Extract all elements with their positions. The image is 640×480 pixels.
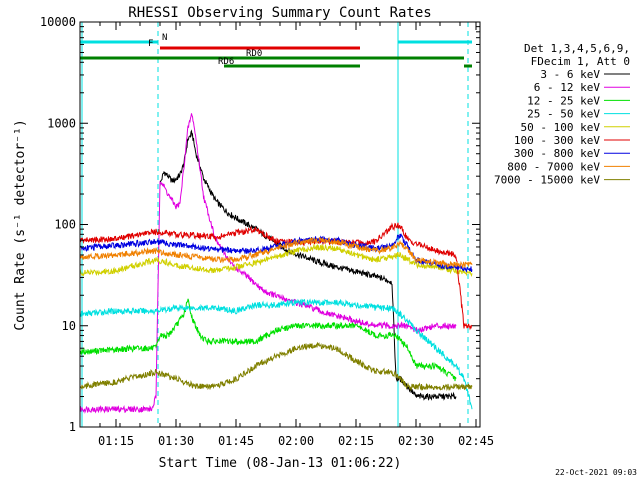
x-tick-label-7: 02:45	[458, 434, 494, 448]
legend-label-1: 3 - 6 keV	[540, 68, 600, 81]
x-tick-label-5: 02:15	[338, 434, 374, 448]
legend: Det 1,3,4,5,6,9, FDecim 1, Att 0 3 - 6 k…	[494, 42, 630, 187]
series-line-3	[79, 298, 457, 382]
legend-label-4: 25 - 50 keV	[527, 108, 600, 121]
x-tick-label-1: 01:15	[98, 434, 134, 448]
y-tick-label-5: 10000	[40, 15, 76, 29]
legend-label-7: 300 - 800 keV	[514, 147, 600, 160]
series-line-1	[159, 129, 457, 401]
series-line-9	[79, 341, 473, 392]
legend-header-line-1: Det 1,3,4,5,6,9,	[524, 42, 630, 55]
legend-label-9: 7000 - 15000 keV	[494, 174, 600, 187]
y-tick-label-4: 1000	[47, 116, 76, 130]
flag-label-n: N	[162, 33, 167, 43]
series-line-2	[79, 113, 457, 414]
series-line-8	[79, 236, 473, 269]
series-line-5	[79, 243, 473, 278]
legend-header-line-2: FDecim 1, Att 0	[531, 55, 630, 68]
series-line-4	[79, 298, 473, 410]
y-tick-label-1: 1	[69, 420, 76, 434]
flag-label-f: F	[148, 39, 153, 49]
x-tick-label-2: 01:30	[158, 434, 194, 448]
x-axis-label: Start Time (08-Jan-13 01:06:22)	[159, 456, 402, 471]
timestamp: 22-Oct-2021 09:03	[555, 468, 637, 477]
chart-title: RHESSI Observing Summary Count Rates	[128, 5, 431, 21]
flag-label-rd0: RD0	[246, 49, 262, 59]
series-line-6	[79, 222, 473, 331]
flag-label-rd6: RD6	[218, 57, 234, 67]
y-tick-label-3: 100	[54, 218, 76, 232]
legend-label-3: 12 - 25 keV	[527, 94, 600, 107]
y-tick-label-2: 10	[62, 319, 76, 333]
legend-label-8: 800 - 7000 keV	[507, 160, 600, 173]
legend-label-2: 6 - 12 keV	[534, 81, 601, 94]
x-tick-label-6: 02:30	[398, 434, 434, 448]
x-tick-label-4: 02:00	[278, 434, 314, 448]
series-line-7	[79, 233, 473, 273]
y-axis-label: Count Rate (s⁻¹ detector⁻¹)	[13, 119, 28, 330]
legend-label-6: 100 - 300 keV	[514, 134, 600, 147]
legend-label-5: 50 - 100 keV	[521, 121, 601, 134]
x-tick-label-3: 01:45	[218, 434, 254, 448]
